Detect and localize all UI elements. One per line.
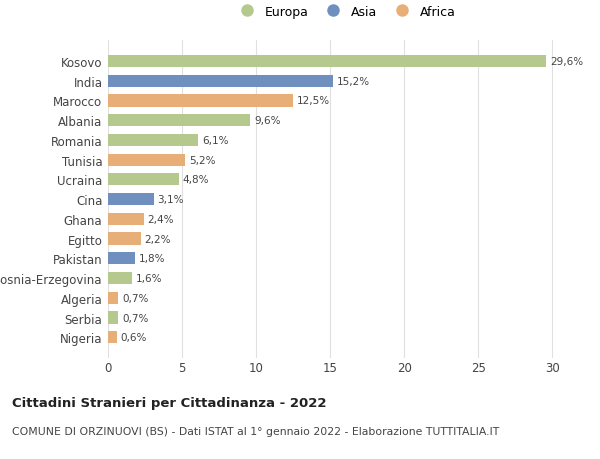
- Text: 12,5%: 12,5%: [297, 96, 330, 106]
- Bar: [108, 272, 132, 285]
- Bar: [108, 312, 118, 324]
- Text: 4,8%: 4,8%: [183, 175, 209, 185]
- Text: 0,7%: 0,7%: [122, 293, 148, 303]
- Bar: [108, 134, 199, 147]
- Bar: [108, 95, 293, 107]
- Bar: [108, 252, 134, 265]
- Bar: [108, 213, 143, 225]
- Text: 1,6%: 1,6%: [136, 274, 162, 283]
- Text: 6,1%: 6,1%: [202, 135, 229, 146]
- Bar: [108, 115, 250, 127]
- Text: 3,1%: 3,1%: [158, 195, 184, 205]
- Text: 0,6%: 0,6%: [121, 332, 147, 342]
- Text: Cittadini Stranieri per Cittadinanza - 2022: Cittadini Stranieri per Cittadinanza - 2…: [12, 396, 326, 409]
- Bar: [108, 75, 333, 88]
- Text: 9,6%: 9,6%: [254, 116, 280, 126]
- Bar: [108, 56, 547, 68]
- Text: COMUNE DI ORZINUOVI (BS) - Dati ISTAT al 1° gennaio 2022 - Elaborazione TUTTITAL: COMUNE DI ORZINUOVI (BS) - Dati ISTAT al…: [12, 426, 499, 436]
- Text: 2,4%: 2,4%: [147, 214, 174, 224]
- Text: 1,8%: 1,8%: [139, 254, 165, 264]
- Text: 15,2%: 15,2%: [337, 77, 370, 86]
- Bar: [108, 174, 179, 186]
- Text: 0,7%: 0,7%: [122, 313, 148, 323]
- Bar: [108, 292, 118, 304]
- Bar: [108, 233, 140, 245]
- Text: 2,2%: 2,2%: [144, 234, 171, 244]
- Text: 5,2%: 5,2%: [189, 155, 215, 165]
- Bar: [108, 194, 154, 206]
- Text: 29,6%: 29,6%: [550, 57, 583, 67]
- Bar: [108, 331, 117, 344]
- Bar: [108, 154, 185, 166]
- Legend: Europa, Asia, Africa: Europa, Asia, Africa: [232, 3, 458, 21]
